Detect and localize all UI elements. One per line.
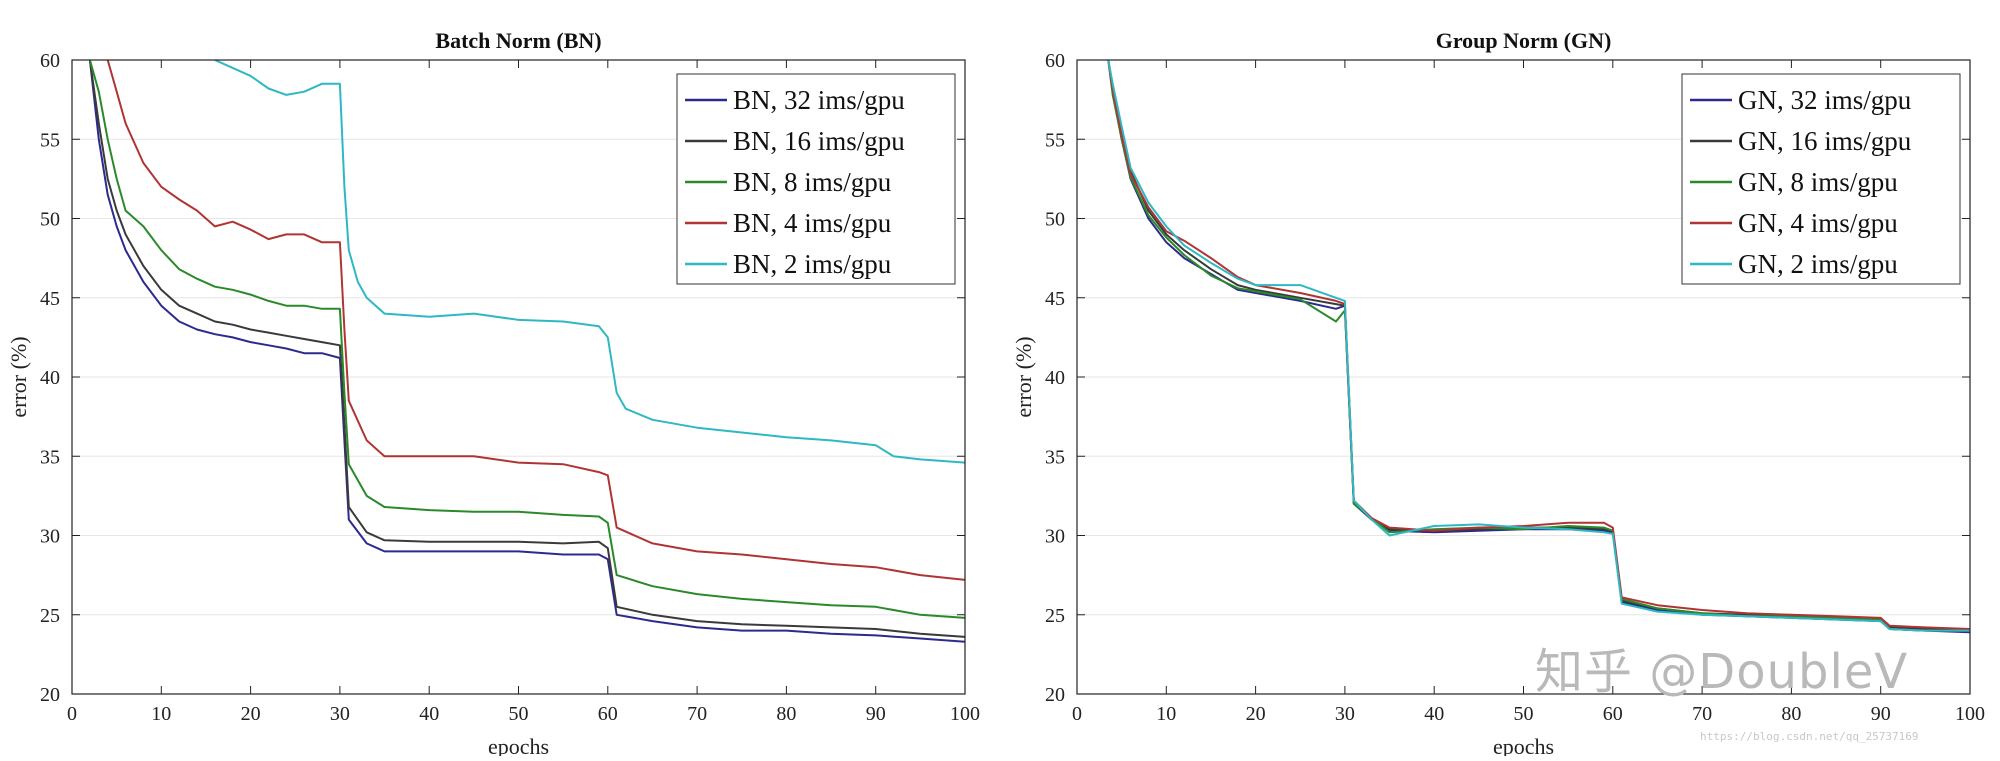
gn-legend-item-5: GN, 2 ims/gpu [1690,249,1898,279]
bn-x-tick-label: 10 [151,703,171,725]
csdn-url-watermark: https://blog.csdn.net/qq_25737169 [1700,730,1919,743]
gn-y-tick-label: 20 [1045,684,1065,706]
bn-chart-title: Batch Norm (BN) [435,28,601,53]
gn-y-tick-label: 40 [1045,367,1065,389]
bn-x-tick-label: 30 [330,703,350,725]
bn-chart: 0 10 20 30 40 50 60 70 80 90 100 20 25 30 35 40 45 50 55 60… [6,28,980,759]
bn-series-group [88,60,965,643]
gn-y-tick-label: 55 [1045,129,1065,151]
gn-legend: GN, 32 ims/gpu GN, 16 ims/gpu GN, 8 ims/gp… [1681,73,1961,285]
bn-y-tick-label: 45 [40,288,60,310]
bn-y-tick-label: 30 [40,526,60,548]
gn-y-tick-label: 25 [1045,605,1065,627]
bn-legend-label: BN, 16 ims/gpu [733,126,905,156]
gn-chart-title: Group Norm (GN) [1436,28,1612,53]
gn-x-tick-label: 70 [1692,703,1712,725]
gn-x-tick-label: 30 [1335,703,1355,725]
gn-legend-label: GN, 32 ims/gpu [1738,85,1912,115]
gn-series-line-4 [1107,60,1970,630]
bn-series-line-3 [88,60,965,619]
bn-x-tick-label: 50 [509,703,529,725]
bn-x-tick-label: 90 [866,703,886,725]
gn-y-tick-label: 50 [1045,209,1065,231]
bn-series-line-4 [106,60,965,581]
bn-legend-item-5: BN, 2 ims/gpu [685,249,892,279]
bn-legend-label: BN, 8 ims/gpu [733,167,892,197]
bn-x-tick-label: 40 [419,703,439,725]
bn-x-tick-label: 20 [241,703,261,725]
zhihu-watermark: 知乎 @DoubleV [1535,644,1909,700]
bn-series-line-2 [88,60,965,638]
bn-y-tick-label: 55 [40,129,60,151]
bn-series-line-5 [214,60,965,464]
gn-x-tick-label: 20 [1246,703,1266,725]
gn-y-tick-label: 45 [1045,288,1065,310]
gn-legend-label: GN, 4 ims/gpu [1738,208,1898,238]
bn-legend-label: BN, 2 ims/gpu [733,249,892,279]
gn-chart: 0 10 20 30 40 50 60 70 80 90 100 20 25 30 35 40 45 50 55 60… [1011,28,1985,759]
bn-legend-label: BN, 32 ims/gpu [733,85,905,115]
bn-legend-label: BN, 4 ims/gpu [733,208,892,238]
gn-legend-item-1: GN, 32 ims/gpu [1690,85,1912,115]
gn-legend-item-4: GN, 4 ims/gpu [1690,208,1898,238]
gn-legend-item-2: GN, 16 ims/gpu [1690,126,1912,156]
gn-x-tick-label: 90 [1871,703,1891,725]
bn-legend-item-2: BN, 16 ims/gpu [685,126,905,156]
gn-y-tick-label: 30 [1045,526,1065,548]
bn-legend-item-1: BN, 32 ims/gpu [685,85,905,115]
gn-x-tick-label: 80 [1781,703,1801,725]
bn-y-tick-label: 35 [40,446,60,468]
bn-legend-box [676,73,956,285]
gn-legend-item-3: GN, 8 ims/gpu [1690,167,1898,197]
gn-x-tick-label: 50 [1514,703,1534,725]
gn-x-tick-label: 100 [1955,703,1985,725]
bn-x-tick-label: 100 [950,703,980,725]
gn-series-group [1107,60,1970,634]
gn-x-tick-label: 0 [1072,703,1082,725]
bn-x-tick-label: 0 [67,703,77,725]
bn-x-tick-label: 80 [776,703,796,725]
gn-y-axis-label: error (%) [1011,336,1036,417]
bn-y-axis-label: error (%) [6,336,31,417]
bn-legend-item-3: BN, 8 ims/gpu [685,167,892,197]
gn-y-tick-label: 35 [1045,446,1065,468]
gn-legend-label: GN, 2 ims/gpu [1738,249,1898,279]
gn-legend-box [1681,73,1961,285]
gn-series-line-5 [1107,60,1970,632]
bn-y-tick-label: 60 [40,50,60,72]
bn-legend-item-4: BN, 4 ims/gpu [685,208,892,238]
bn-x-tick-label: 70 [687,703,707,725]
gn-x-tick-label: 10 [1156,703,1176,725]
bn-y-tick-label: 50 [40,209,60,231]
bn-x-axis-label: epochs [488,734,549,756]
gn-y-tick-label: 60 [1045,50,1065,72]
gn-series-line-3 [1107,60,1970,632]
gn-legend-label: GN, 16 ims/gpu [1738,126,1912,156]
bn-x-tick-label: 60 [598,703,618,725]
bn-legend: BN, 32 ims/gpu BN, 16 ims/gpu BN, 8 ims/gp… [676,73,956,285]
bn-y-tick-label: 20 [40,684,60,706]
gn-x-tick-label: 60 [1603,703,1623,725]
gn-legend-label: GN, 8 ims/gpu [1738,167,1898,197]
gn-x-tick-label: 40 [1424,703,1444,725]
bn-y-tick-label: 25 [40,605,60,627]
bn-y-tick-label: 40 [40,367,60,389]
gn-x-axis-label: epochs [1493,734,1554,756]
